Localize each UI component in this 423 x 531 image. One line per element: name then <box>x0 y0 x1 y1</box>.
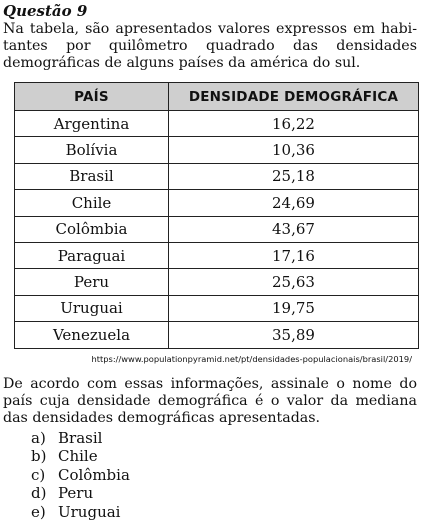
header-country: PAÍS <box>14 82 169 111</box>
table-row: Colômbia 43,67 <box>14 215 419 243</box>
density-table: PAÍS DENSIDADE DEMOGRÁFICA Argentina 16,… <box>14 82 419 349</box>
density-cell: 16,22 <box>168 109 419 138</box>
country-cell: Brasil <box>14 162 169 191</box>
density-cell: 35,89 <box>168 321 419 349</box>
country-cell: Peru <box>14 268 169 296</box>
density-cell: 19,75 <box>168 294 419 323</box>
country-cell: Bolívia <box>14 136 169 164</box>
country-cell: Uruguai <box>14 294 169 323</box>
table-row: Chile 24,69 <box>14 189 419 217</box>
option-d[interactable]: d) Peru <box>31 484 417 503</box>
density-cell: 17,16 <box>168 241 419 270</box>
answer-options: a) Brasil b) Chile c) Colômbia d) Peru e… <box>3 429 417 522</box>
country-cell: Venezuela <box>14 321 169 349</box>
table-row: Venezuela 35,89 <box>14 321 419 349</box>
country-cell: Colômbia <box>14 215 169 243</box>
density-cell: 43,67 <box>168 215 419 243</box>
option-text: Uruguai <box>58 502 121 521</box>
option-c[interactable]: c) Colômbia <box>31 466 417 485</box>
density-cell: 25,18 <box>168 162 419 191</box>
table-row: Bolívia 10,36 <box>14 136 419 164</box>
table-row: Brasil 25,18 <box>14 162 419 191</box>
table-row: Uruguai 19,75 <box>14 294 419 323</box>
density-cell: 24,69 <box>168 189 419 217</box>
country-cell: Paraguai <box>14 241 169 270</box>
country-cell: Argentina <box>14 109 169 138</box>
option-letter: c) <box>31 465 46 484</box>
density-cell: 25,63 <box>168 268 419 296</box>
table-row: Peru 25,63 <box>14 268 419 296</box>
table-row: Paraguai 17,16 <box>14 241 419 270</box>
table-header-row: PAÍS DENSIDADE DEMOGRÁFICA <box>14 82 419 111</box>
intro-text: Na tabela, são apresentados valores expr… <box>3 21 417 71</box>
source-citation: https://www.populationpyramid.net/pt/den… <box>91 353 412 364</box>
table-row: Argentina 16,22 <box>14 109 419 138</box>
question-title: Questão 9 <box>3 2 88 20</box>
option-text: Chile <box>58 447 98 466</box>
option-letter: b) <box>31 447 47 466</box>
question-text: De acordo com essas informações, assinal… <box>3 375 417 426</box>
option-b[interactable]: b) Chile <box>31 447 417 466</box>
header-density: DENSIDADE DEMOGRÁFICA <box>168 82 419 111</box>
question-page: Questão 9 Na tabela, são apresentados va… <box>3 2 419 522</box>
option-letter: e) <box>31 502 46 521</box>
option-text: Peru <box>58 484 94 503</box>
option-letter: a) <box>31 428 46 447</box>
option-a[interactable]: a) Brasil <box>31 429 417 448</box>
option-text: Colômbia <box>58 465 130 484</box>
option-text: Brasil <box>58 428 103 447</box>
option-e[interactable]: e) Uruguai <box>31 503 417 522</box>
option-letter: d) <box>31 484 47 503</box>
density-cell: 10,36 <box>168 136 419 164</box>
country-cell: Chile <box>14 189 169 217</box>
